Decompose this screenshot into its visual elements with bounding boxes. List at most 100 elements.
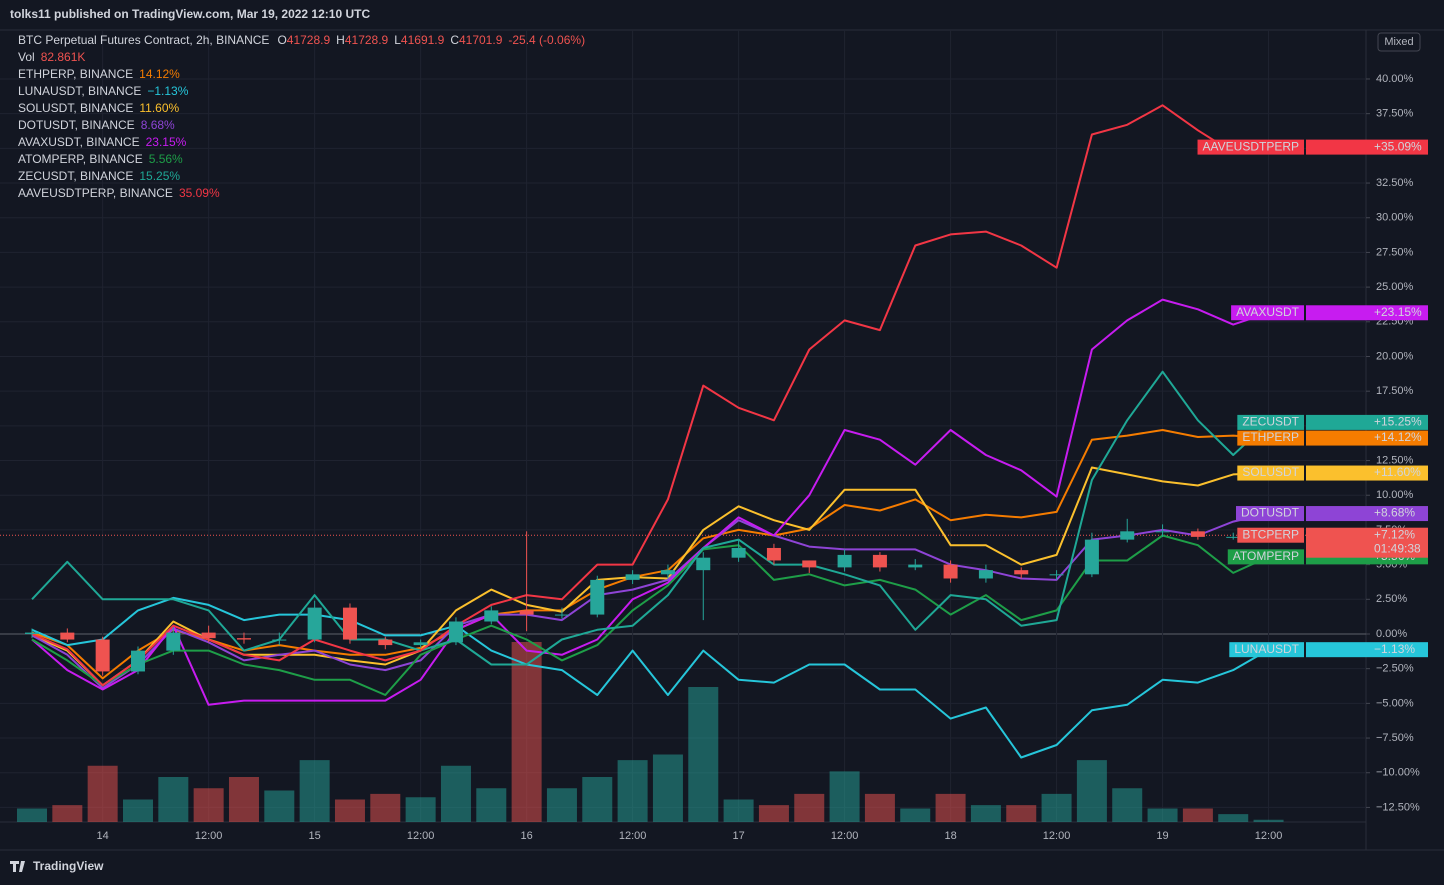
series-line: [31, 370, 1270, 666]
volume-bar: [511, 642, 542, 822]
candle-body: [60, 632, 75, 640]
candle-body: [448, 621, 463, 643]
x-tick-label: 12:00: [195, 830, 223, 842]
volume-bar: [1112, 788, 1143, 822]
badge-value: +35.09%: [1374, 139, 1422, 153]
volume-bar: [900, 808, 931, 822]
legend-item: ETHPERP, BINANCE 14.12%: [18, 67, 180, 81]
volume-bar: [688, 687, 719, 822]
candle-body: [484, 610, 499, 622]
volume-bar: [652, 754, 683, 822]
volume-bar: [864, 793, 895, 822]
candle-body: [872, 554, 887, 568]
series-line: [31, 429, 1269, 680]
ohlc-label: H: [336, 33, 345, 47]
y-tick-label: 27.50%: [1376, 246, 1414, 258]
badge-value: +7.12%: [1374, 527, 1415, 541]
change: -25.4 (-0.06%): [508, 33, 585, 47]
candle-body: [130, 650, 145, 672]
volume-bar: [723, 799, 754, 822]
candle-body: [307, 607, 322, 640]
legend-volume: Vol 82.861K: [18, 50, 85, 64]
legend-name: AVAXUSDT, BINANCE: [18, 135, 140, 149]
legend-main: BTC Perpetual Futures Contract, 2h, BINA…: [18, 33, 585, 47]
ohlc-label: C: [450, 33, 459, 47]
y-tick-label: 20.00%: [1376, 350, 1414, 362]
x-tick-label: 14: [97, 830, 109, 842]
candle-body: [766, 547, 781, 561]
badge-value-box: [1306, 305, 1428, 321]
volume-bar: [1182, 808, 1213, 822]
volume-bar: [1041, 793, 1072, 822]
badge-value-box: [1306, 414, 1428, 430]
candle-body: [978, 570, 993, 579]
volume-bar: [1147, 808, 1178, 822]
x-tick-label: 12:00: [619, 830, 647, 842]
legend: BTC Perpetual Futures Contract, 2h, BINA…: [18, 33, 585, 200]
mixed-button[interactable]: Mixed: [1377, 32, 1421, 52]
candle-body: [802, 560, 817, 568]
legend-value: 5.56%: [149, 152, 183, 166]
x-tick-label: 12:00: [407, 830, 435, 842]
ohlc-value: 41728.9: [287, 33, 331, 47]
brand: TradingView: [10, 859, 104, 873]
x-tick-label: 18: [944, 830, 956, 842]
brand-logo: [10, 861, 25, 872]
badge-name-box: [1237, 430, 1304, 446]
legend-name: ZECUSDT, BINANCE: [18, 169, 133, 183]
legend-name: SOLUSDT, BINANCE: [18, 101, 133, 115]
badge-name: ETHPERP: [1242, 430, 1299, 444]
volume-bar: [228, 777, 259, 822]
publisher: tolks11 published on TradingView.com, Ma…: [10, 7, 370, 21]
volume-bar: [405, 797, 436, 822]
candle-body: [1084, 539, 1099, 575]
badge-value: +14.12%: [1374, 430, 1422, 444]
badge-value: +11.60%: [1374, 465, 1421, 479]
volume-bar: [1218, 814, 1249, 822]
badge-name: SOLUSDT: [1242, 465, 1299, 479]
volume-bar: [476, 788, 507, 822]
legend-name: DOTUSDT, BINANCE: [18, 118, 135, 132]
legend-item: DOTUSDT, BINANCE 8.68%: [18, 118, 175, 132]
badge-value-box: [1306, 527, 1428, 558]
volume-bar: [264, 790, 295, 822]
candle-body: [1190, 531, 1205, 537]
volume-bar: [370, 793, 401, 822]
series-line: [31, 596, 1270, 759]
badge-name-box: [1237, 465, 1304, 481]
series-line: [31, 534, 1269, 696]
y-tick-label: 12.50%: [1376, 454, 1414, 466]
y-tick-label: −5.00%: [1376, 697, 1414, 709]
candle-body: [1014, 570, 1029, 575]
candles: [25, 518, 1276, 676]
badge-name: DOTUSDT: [1241, 506, 1300, 520]
legend-name: LUNAUSDT, BINANCE: [18, 84, 141, 98]
candle-body: [1120, 531, 1135, 540]
volume-bar: [794, 793, 825, 822]
ohlc-value: 41701.9: [459, 33, 503, 47]
candle-body: [660, 570, 675, 575]
candle-body: [837, 554, 852, 568]
y-tick-label: −12.50%: [1376, 801, 1420, 813]
mixed-button-label[interactable]: Mixed: [1384, 36, 1413, 48]
candle-body: [272, 639, 287, 641]
volume-title: Vol: [18, 50, 35, 64]
mixed-button-box[interactable]: [1377, 32, 1421, 52]
volume-bar: [334, 799, 365, 822]
series-line: [31, 512, 1269, 690]
candle-body: [1049, 574, 1064, 576]
badge-name: ZECUSDT: [1242, 415, 1299, 429]
legend-value: 11.60%: [139, 101, 179, 115]
legend-item: ATOMPERP, BINANCE 5.56%: [18, 152, 183, 166]
badge-value: −1.13%: [1374, 642, 1415, 656]
badge-name: AAVEUSDTPERP: [1203, 139, 1299, 153]
candle-body: [1226, 536, 1241, 538]
badge-name: ATOMPERP: [1233, 549, 1299, 563]
candle-body: [236, 638, 251, 640]
badge-value: +15.25%: [1374, 415, 1422, 429]
candle-body: [731, 547, 746, 558]
candle-body: [342, 607, 357, 640]
badge-name-box: [1197, 139, 1304, 155]
